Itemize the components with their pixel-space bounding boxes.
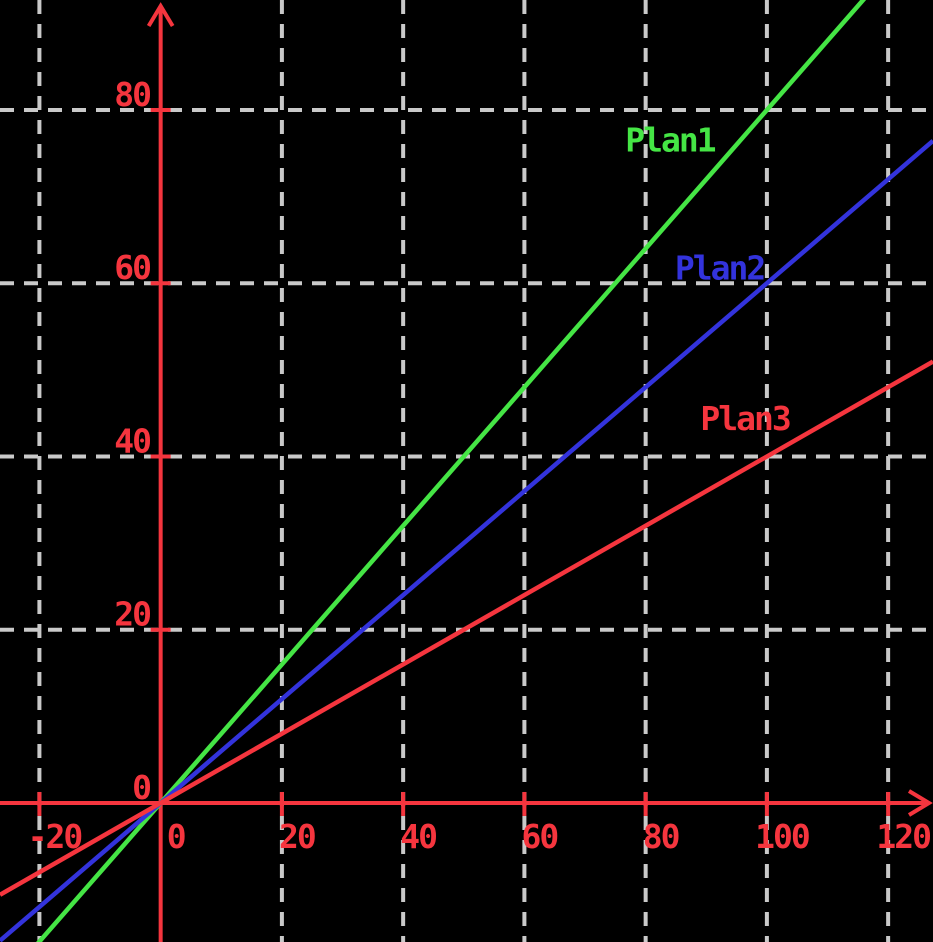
series-label-plan3: Plan3 (700, 399, 789, 438)
series-label-plan2: Plan2 (675, 249, 764, 288)
y-axis-arrowhead (146, 2, 175, 28)
x-tick-label-0: 0 (167, 817, 185, 856)
series-line-plan3 (0, 359, 933, 897)
x-tick-label-80: 80 (643, 817, 679, 856)
x-tick-label-40: 40 (400, 817, 436, 856)
y-tick-label-40: 40 (114, 421, 150, 460)
y-tick-label-20: 20 (114, 595, 150, 634)
x-tick-label-120: 120 (876, 817, 930, 856)
x-tick-label-20: 20 (279, 817, 315, 856)
x-tick-label-100: 100 (755, 817, 809, 856)
x-tick-label-60: 60 (522, 817, 558, 856)
series-label-plan1: Plan1 (625, 120, 715, 159)
y-tick-label-0: 0 (132, 768, 150, 807)
y-tick-label-80: 80 (114, 75, 150, 114)
x-axis-arrowhead (907, 789, 933, 817)
x-tick-label--20: -20 (28, 817, 82, 856)
y-tick-label-60: 60 (114, 248, 150, 287)
